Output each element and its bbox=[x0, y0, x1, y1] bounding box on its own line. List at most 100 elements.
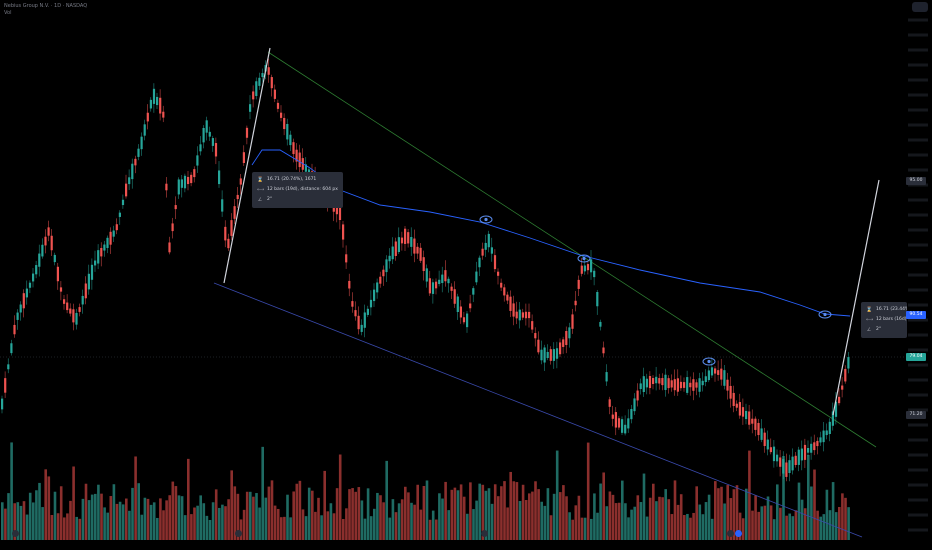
candle bbox=[810, 443, 813, 453]
event-marker[interactable] bbox=[735, 530, 742, 537]
volume-bar bbox=[63, 517, 66, 540]
volume-bar bbox=[841, 493, 844, 540]
candle bbox=[261, 73, 264, 78]
volume-bar bbox=[335, 488, 339, 540]
measure-line-2[interactable] bbox=[832, 179, 880, 416]
candle bbox=[16, 312, 19, 320]
volume-bar bbox=[534, 481, 537, 540]
chart-settings-button[interactable] bbox=[912, 2, 928, 12]
volume-bar bbox=[543, 505, 547, 540]
volume-bar bbox=[816, 510, 819, 540]
volume-bar bbox=[580, 517, 584, 540]
candle bbox=[286, 123, 289, 140]
volume-bar bbox=[745, 488, 748, 540]
candle bbox=[298, 152, 301, 168]
volume-bar bbox=[441, 498, 444, 540]
candle bbox=[583, 265, 586, 272]
volume-bar bbox=[183, 515, 187, 540]
candle bbox=[493, 255, 497, 270]
volume-bar bbox=[450, 489, 454, 540]
candle bbox=[190, 174, 193, 184]
volume-bar bbox=[311, 490, 314, 540]
candle bbox=[658, 378, 661, 384]
candle bbox=[726, 379, 729, 391]
volume-bar bbox=[788, 513, 791, 540]
candle bbox=[686, 377, 689, 393]
candle bbox=[177, 179, 180, 195]
tooltip-price: 16.71 (20.74%), 1671 bbox=[267, 177, 317, 182]
candle bbox=[605, 372, 608, 382]
event-marker[interactable] bbox=[481, 530, 488, 537]
volume-bar bbox=[162, 510, 165, 540]
candle bbox=[357, 315, 360, 330]
candle bbox=[25, 288, 28, 298]
candle bbox=[785, 462, 788, 477]
candle bbox=[270, 77, 273, 89]
candle bbox=[521, 312, 524, 318]
candle bbox=[100, 247, 103, 257]
candle bbox=[704, 376, 707, 382]
candle bbox=[94, 260, 97, 266]
volume-bar bbox=[239, 519, 243, 540]
volume-bar bbox=[714, 481, 717, 540]
candle bbox=[72, 309, 75, 323]
eye-icon[interactable] bbox=[818, 310, 832, 319]
volume-bar bbox=[236, 493, 240, 540]
eye-icon[interactable] bbox=[479, 215, 493, 224]
candle bbox=[10, 343, 13, 354]
volume-bar bbox=[283, 516, 286, 540]
candle bbox=[109, 231, 112, 245]
candle bbox=[528, 311, 531, 319]
volume-bar bbox=[140, 514, 144, 540]
volume-bar bbox=[171, 481, 175, 540]
event-marker[interactable] bbox=[235, 530, 242, 537]
candle bbox=[617, 418, 621, 428]
candle bbox=[838, 396, 841, 404]
candle bbox=[800, 448, 803, 461]
candle bbox=[577, 279, 580, 289]
volume-bar bbox=[577, 495, 581, 540]
volume-bar bbox=[366, 488, 370, 540]
volume-bar bbox=[673, 480, 677, 540]
volume-bar bbox=[221, 504, 224, 540]
volume-bar bbox=[754, 495, 757, 540]
volume-bar bbox=[540, 501, 543, 540]
event-marker[interactable] bbox=[12, 530, 19, 537]
candle bbox=[667, 378, 670, 389]
candle bbox=[754, 418, 757, 430]
volume-bar bbox=[317, 497, 320, 540]
volume-bar bbox=[320, 515, 323, 540]
channel-upper-line[interactable] bbox=[267, 51, 877, 448]
volume-bar bbox=[738, 512, 742, 540]
volume-bar bbox=[723, 503, 726, 540]
volume-bar bbox=[633, 506, 636, 540]
tooltip-bars: 12 bars (16d), di bbox=[876, 317, 907, 322]
candle bbox=[87, 273, 90, 290]
candle bbox=[224, 226, 227, 241]
candle bbox=[484, 242, 487, 250]
candle bbox=[512, 303, 515, 317]
volume-bar bbox=[636, 495, 640, 540]
measure-line-1[interactable] bbox=[223, 47, 271, 284]
eye-icon[interactable] bbox=[577, 254, 591, 263]
candle bbox=[159, 97, 162, 114]
candle bbox=[180, 179, 183, 188]
volume-bar bbox=[797, 482, 801, 540]
descending-channel[interactable] bbox=[213, 51, 877, 538]
candle bbox=[648, 376, 652, 389]
candle bbox=[760, 428, 763, 440]
volume-bar bbox=[531, 491, 534, 540]
event-marker[interactable] bbox=[727, 530, 734, 537]
volume-bar bbox=[44, 469, 47, 540]
candle bbox=[140, 136, 143, 150]
candle bbox=[500, 282, 503, 288]
volume-bar bbox=[844, 497, 847, 540]
moving-average-line[interactable] bbox=[251, 149, 851, 317]
volume-bar bbox=[342, 519, 345, 540]
volume-bar bbox=[503, 481, 506, 540]
volume-bar bbox=[726, 485, 729, 540]
channel-lower-line[interactable] bbox=[213, 282, 863, 538]
volume-bar bbox=[137, 483, 140, 540]
eye-icon[interactable] bbox=[702, 357, 716, 366]
